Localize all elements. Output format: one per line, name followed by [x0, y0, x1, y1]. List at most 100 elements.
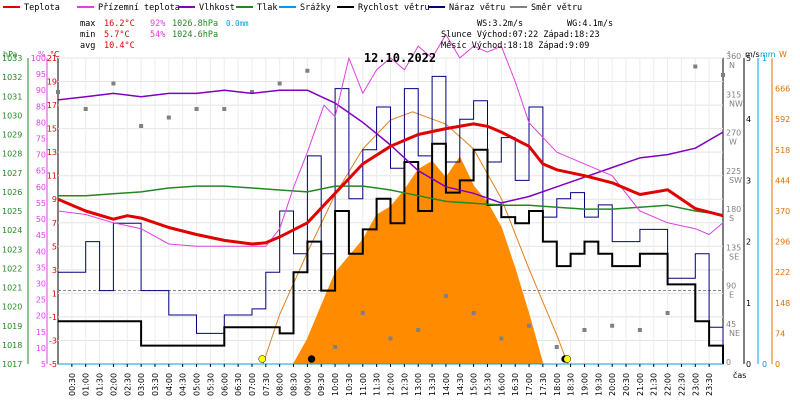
- series-tlak: [58, 185, 724, 216]
- tick-ms-0: 5: [746, 54, 751, 63]
- tick-temp-0: 21: [47, 54, 57, 63]
- tick-w-9: 0: [775, 360, 780, 369]
- tick-w-2: 518: [775, 146, 790, 155]
- tick-pct-5: 75: [36, 135, 46, 144]
- series-smer-point-15: [471, 311, 476, 315]
- tick-x-4: 02:30: [123, 373, 132, 396]
- tick-pct-16: 20: [36, 312, 46, 321]
- tick-w-4: 370: [775, 207, 790, 216]
- tick-x-28: 14:30: [456, 373, 465, 396]
- series-smer-point-4: [166, 115, 171, 120]
- tick-ms-3: 2: [746, 238, 751, 247]
- tick-x-15: 08:00: [276, 373, 285, 396]
- series-smer-point-10: [333, 345, 338, 349]
- tick-temp-13: -5: [49, 360, 57, 369]
- tick-dir-8: 0: [726, 358, 731, 367]
- tick-hpa-0: 1033: [2, 54, 22, 63]
- series-smer-point-1: [83, 107, 88, 111]
- tick-hpa-9: 1024: [2, 226, 22, 235]
- tick-x-37: 19:00: [580, 373, 589, 396]
- tick-pct-2: 90: [36, 86, 46, 95]
- tick-dir-name-5: SE: [729, 252, 739, 261]
- series-smer-point-14: [443, 294, 448, 298]
- series-teplota: [57, 122, 724, 246]
- tick-x-0: 00:30: [68, 373, 77, 396]
- tick-pct-14: 30: [36, 279, 46, 288]
- tick-x-31: 16:00: [497, 373, 506, 396]
- tick-hpa-14: 1019: [2, 322, 22, 331]
- tick-hpa-10: 1023: [2, 245, 22, 254]
- tick-w-3: 444: [775, 176, 790, 185]
- tick-x-20: 10:30: [345, 373, 354, 396]
- series-vlhkost: [57, 89, 724, 204]
- tick-hpa-1: 1032: [2, 73, 22, 82]
- tick-x-22: 11:30: [373, 373, 382, 396]
- series-smer-point-16: [499, 336, 504, 341]
- tick-hpa-16: 1017: [2, 360, 22, 369]
- tick-temp-3: 15: [47, 125, 57, 134]
- tick-temp-11: -1: [49, 313, 57, 322]
- tick-x-9: 05:00: [193, 373, 202, 396]
- tick-x-21: 11:00: [359, 373, 368, 396]
- tick-dir-7: 45: [726, 320, 736, 329]
- legend-label-smer: Směr větru: [531, 3, 582, 13]
- axis-label-hpa: hPa: [3, 50, 18, 59]
- tick-dir-4: 180: [726, 205, 741, 214]
- tick-w-8: 74: [775, 329, 785, 338]
- tick-dir-5: 135: [726, 243, 741, 252]
- tick-x-41: 21:00: [636, 373, 645, 396]
- tick-pct-12: 40: [36, 247, 46, 256]
- tick-x-27: 14:00: [442, 373, 451, 396]
- tick-hpa-3: 1030: [2, 111, 22, 120]
- series-smer-point-0: [56, 90, 60, 94]
- series-smer-point-24: [721, 73, 725, 77]
- plot-area: [56, 34, 725, 365]
- series-prizemni: [57, 34, 724, 247]
- tick-x-1: 01:00: [82, 373, 91, 396]
- tick-ms-1: 4: [746, 115, 751, 124]
- tick-x-33: 17:00: [525, 373, 534, 396]
- stat-max-temp: 16.2°C: [104, 19, 135, 29]
- tick-hpa-2: 1031: [2, 92, 22, 101]
- series-smer-point-6: [222, 107, 227, 111]
- tick-x-39: 20:00: [608, 373, 617, 396]
- tick-x-8: 04:30: [179, 373, 188, 396]
- tick-hpa-4: 1029: [2, 131, 22, 140]
- axis-label-temp: °C: [50, 50, 60, 59]
- legend-label-srazky: Srážky: [300, 3, 331, 13]
- tick-pct-10: 50: [36, 215, 46, 224]
- tick-x-43: 22:00: [664, 373, 673, 396]
- tick-hpa-6: 1027: [2, 169, 22, 178]
- tick-temp-2: 17: [47, 101, 57, 110]
- series-smer-point-9: [305, 68, 310, 73]
- tick-dir-name-3: SW: [729, 176, 742, 185]
- tick-pct-0: 100: [31, 54, 46, 63]
- chart-title: 12.10.2022: [364, 51, 436, 65]
- tick-hpa-12: 1021: [2, 284, 22, 293]
- info-ws: WS:3.2m/s: [477, 19, 523, 29]
- tick-pct-6: 70: [36, 151, 46, 160]
- axis-label-ms: m/s: [745, 50, 760, 59]
- tick-w-6: 222: [775, 268, 790, 277]
- tick-temp-4: 13: [47, 148, 57, 157]
- tick-x-12: 06:30: [234, 373, 243, 396]
- tick-x-26: 13:30: [428, 373, 437, 396]
- tick-pct-18: 10: [36, 344, 46, 353]
- tick-w-7: 148: [775, 299, 790, 308]
- series-smer-point-22: [665, 311, 670, 315]
- tick-temp-10: 1: [52, 289, 57, 298]
- tick-x-5: 03:00: [137, 373, 146, 396]
- tick-hpa-7: 1026: [2, 188, 22, 197]
- tick-hpa-8: 1025: [2, 207, 22, 216]
- tick-dir-6: 90: [726, 282, 736, 291]
- axis-label-mm: mm: [760, 50, 776, 59]
- tick-mm-1: 0: [762, 360, 767, 369]
- tick-temp-9: 3: [52, 266, 57, 275]
- tick-x-46: 23:30: [705, 373, 714, 396]
- tick-ms-4: 1: [746, 299, 751, 308]
- tick-temp-1: 19: [47, 78, 57, 87]
- tick-temp-12: -3: [49, 336, 57, 345]
- tick-ms-5: 0: [746, 360, 751, 369]
- tick-x-32: 16:30: [511, 373, 520, 396]
